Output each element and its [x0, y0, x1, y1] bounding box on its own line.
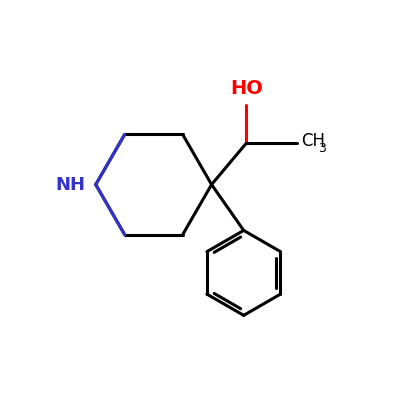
Text: 3: 3	[318, 142, 326, 156]
Text: NH: NH	[55, 176, 85, 194]
Text: HO: HO	[230, 78, 263, 98]
Text: CH: CH	[301, 132, 325, 150]
